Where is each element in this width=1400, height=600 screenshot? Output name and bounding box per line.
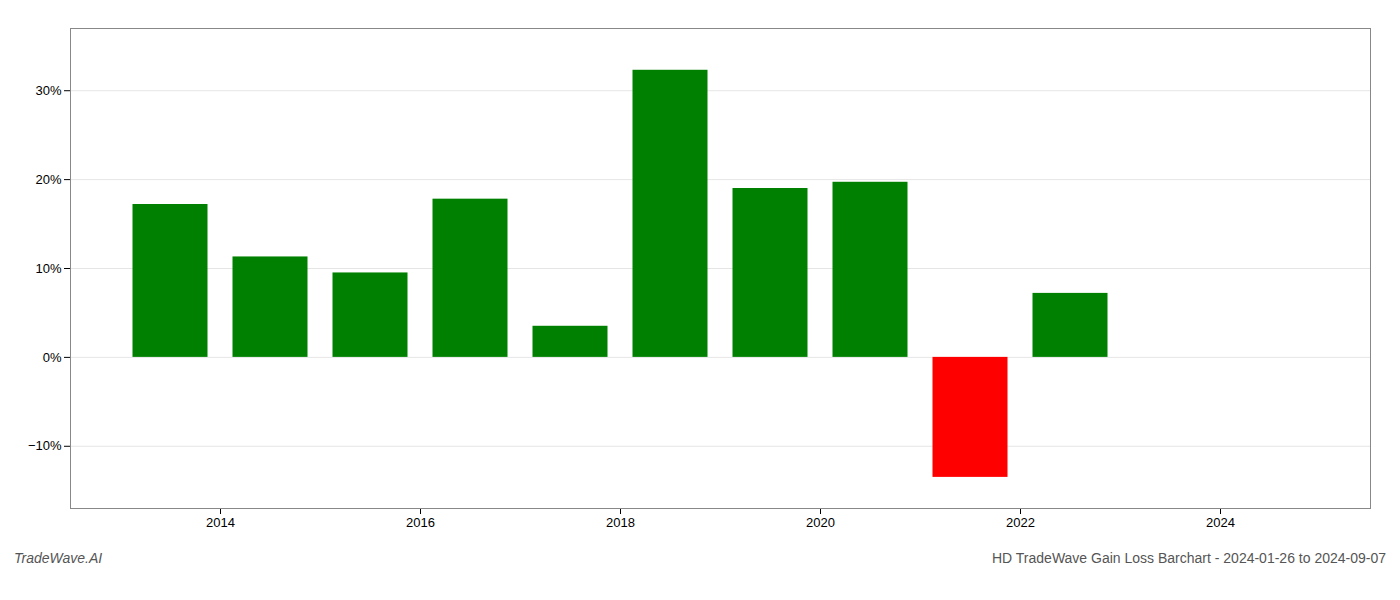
- svg-text:2018: 2018: [606, 515, 635, 530]
- svg-text:2024: 2024: [1206, 515, 1235, 530]
- svg-text:2022: 2022: [1006, 515, 1035, 530]
- html-text:TradeWave.AI: TradeWave.AI: [14, 550, 103, 566]
- svg-text:2016: 2016: [406, 515, 435, 530]
- html-text:HD TradeWave Gain Loss Barchar: HD TradeWave Gain Loss Barchart - 2024-0…: [992, 550, 1386, 566]
- svg-text:30%: 30%: [35, 83, 61, 98]
- svg-text:2020: 2020: [806, 515, 835, 530]
- svg-text:10%: 10%: [35, 261, 61, 276]
- svg-text:20%: 20%: [35, 172, 61, 187]
- svg-text:2014: 2014: [206, 515, 235, 530]
- svg-text:−10%: −10%: [28, 438, 62, 453]
- svg-text:0%: 0%: [43, 350, 62, 365]
